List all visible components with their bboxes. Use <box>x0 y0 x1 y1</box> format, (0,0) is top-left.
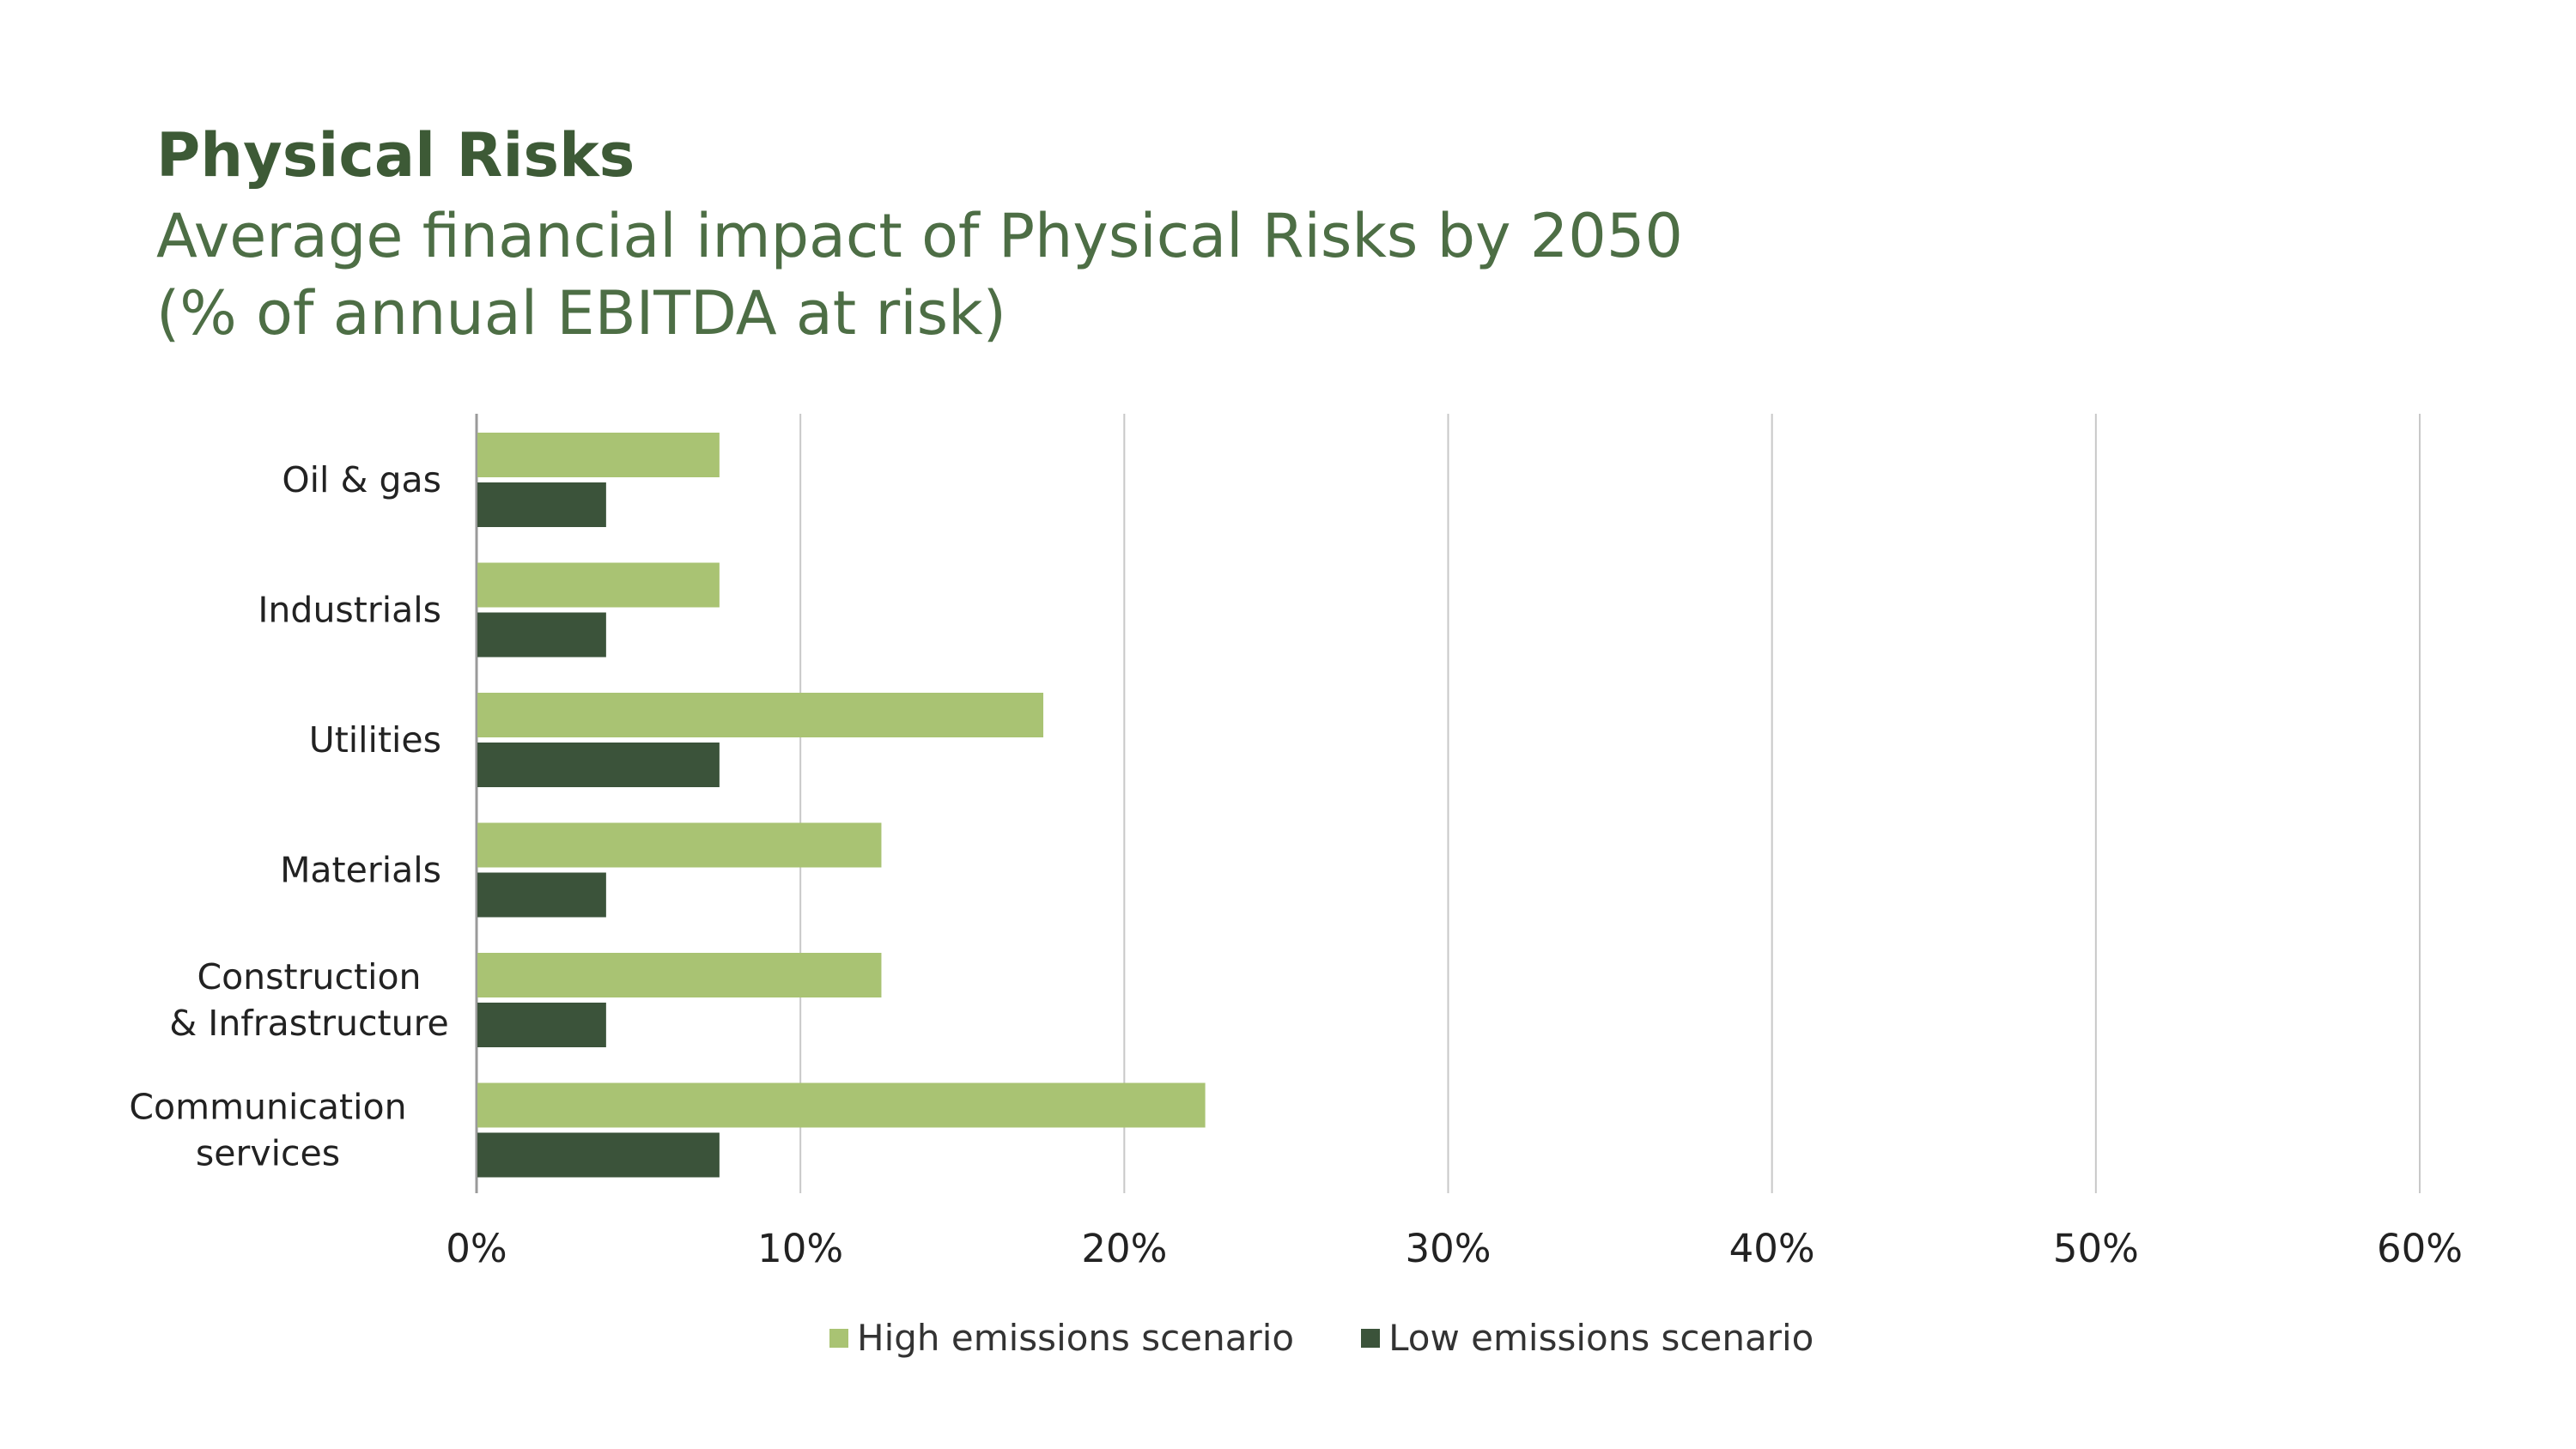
x-tick-label: 0% <box>446 1226 507 1271</box>
category-label: services <box>196 1133 340 1174</box>
chart-subtitle: Average financial impact of Physical Ris… <box>156 197 1683 352</box>
bar-low-1 <box>477 612 606 658</box>
bar-low-4 <box>477 1003 606 1047</box>
chart-subtitle-line-1: Average financial impact of Physical Ris… <box>156 201 1683 271</box>
bar-low-0 <box>477 482 606 527</box>
chart-title: Physical Risks <box>156 120 635 191</box>
category-label: Materials <box>280 850 441 891</box>
bars <box>477 433 1206 1178</box>
legend-swatch-high <box>829 1328 848 1348</box>
bar-high-1 <box>477 562 720 608</box>
bar-low-3 <box>477 872 606 918</box>
y-axis-categories: Oil & gas Industrials Utilities Materials Co… <box>129 459 448 1174</box>
category-label: & Infrastructure <box>169 1003 449 1044</box>
bar-high-5 <box>477 1082 1206 1128</box>
gridlines <box>475 414 2421 1193</box>
category-label: Industrials <box>258 590 441 631</box>
legend-item-high: High emissions scenario <box>829 1317 1294 1359</box>
legend-swatch-low <box>1361 1328 1381 1348</box>
legend: High emissions scenario Low emissions sc… <box>829 1317 1880 1359</box>
legend-item-low: Low emissions scenario <box>1361 1317 1814 1359</box>
category-label: Construction <box>197 956 421 997</box>
x-tick-label: 10% <box>757 1226 843 1271</box>
x-tick-label: 30% <box>1405 1226 1491 1271</box>
x-tick-label: 50% <box>2053 1226 2139 1271</box>
category-label: Oil & gas <box>282 459 441 500</box>
category-label: Utilities <box>309 719 441 761</box>
x-tick-label: 60% <box>2377 1226 2463 1271</box>
bar-high-4 <box>477 953 882 997</box>
bar-high-2 <box>477 693 1044 737</box>
category-label: Communication <box>129 1087 406 1128</box>
bar-high-0 <box>477 433 720 477</box>
bar-low-5 <box>477 1132 720 1178</box>
chart-subtitle-line-2: (% of annual EBITDA at risk) <box>156 278 1006 349</box>
legend-label-high: High emissions scenario <box>857 1317 1295 1359</box>
x-tick-label: 20% <box>1081 1226 1167 1271</box>
x-axis-ticks: 0% 10% 20% 30% 40% 50% 60% <box>446 1226 2463 1271</box>
bar-low-2 <box>477 743 720 787</box>
bar-high-3 <box>477 822 882 868</box>
legend-label-low: Low emissions scenario <box>1388 1317 1814 1359</box>
x-tick-label: 40% <box>1729 1226 1815 1271</box>
